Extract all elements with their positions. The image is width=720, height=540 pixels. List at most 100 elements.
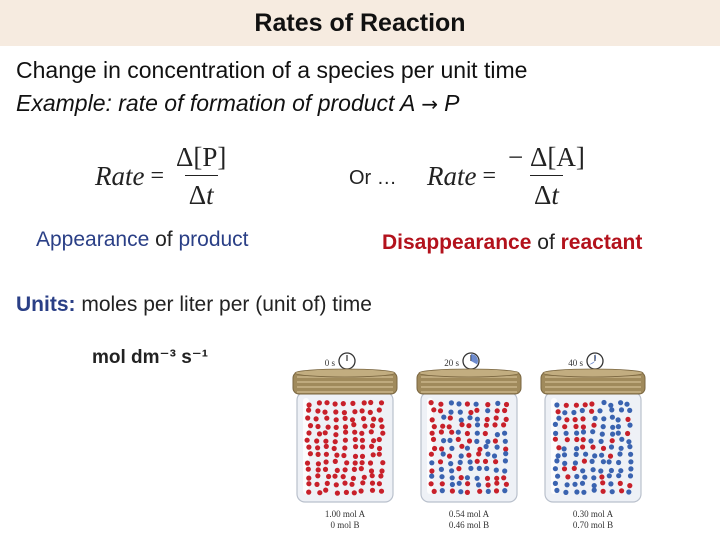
particle-a <box>306 402 312 408</box>
title-bar: Rates of Reaction <box>0 0 720 46</box>
particle-b <box>626 439 632 445</box>
particle-b <box>494 432 500 438</box>
particle-b <box>624 401 630 407</box>
example-reactant: A <box>399 90 416 116</box>
particle-a <box>332 458 338 464</box>
particle-a <box>580 416 586 422</box>
particle-a <box>600 488 606 494</box>
particle-b <box>606 459 612 465</box>
particle-a <box>341 452 347 459</box>
jar-time-label: 40 s <box>568 358 583 368</box>
particle-a <box>590 444 596 450</box>
particle-a <box>325 424 331 430</box>
particle-b <box>590 429 596 435</box>
particle-b <box>467 415 473 421</box>
formula-lhs: Rate <box>95 161 145 191</box>
particle-b <box>609 407 615 413</box>
units-label: Units: <box>16 293 76 316</box>
particle-a <box>333 417 339 423</box>
particle-a <box>564 437 570 443</box>
formula-denominator: Δt <box>530 175 563 211</box>
formula-denominator: Δt <box>184 175 218 211</box>
particle-b <box>552 480 558 486</box>
particle-a <box>582 402 588 408</box>
particle-a <box>447 415 453 421</box>
particle-b <box>458 453 464 459</box>
disappearance-label: Disappearance of reactant <box>382 231 643 254</box>
formula-numerator: − Δ[A] <box>508 142 585 172</box>
particle-a <box>324 400 330 406</box>
particle-a <box>351 490 357 496</box>
particle-a <box>368 429 374 435</box>
particle-a <box>359 437 365 443</box>
particle-b <box>502 430 508 436</box>
particle-a <box>458 475 464 481</box>
particle-a <box>609 438 615 444</box>
or-text: Or … <box>349 167 397 189</box>
particle-a <box>439 446 445 452</box>
particle-a <box>323 459 329 465</box>
particle-b <box>627 422 633 428</box>
particle-b <box>449 445 455 451</box>
formula-equals: = <box>482 163 497 189</box>
particle-b <box>429 473 435 479</box>
particle-a <box>561 466 568 472</box>
formula-equals: = <box>150 163 165 189</box>
particle-a <box>322 466 329 472</box>
particle-a <box>359 453 366 459</box>
particle-a <box>438 429 444 435</box>
particle-b <box>455 429 461 435</box>
particle-a <box>349 417 356 423</box>
particle-b <box>563 430 569 436</box>
particle-a <box>501 475 507 481</box>
particle-b <box>448 461 454 467</box>
particle-a <box>430 436 437 442</box>
particle-a <box>378 400 385 406</box>
particle-b <box>628 466 634 472</box>
particle-a <box>428 451 434 457</box>
particle-a <box>556 445 562 451</box>
particle-a <box>361 474 367 480</box>
particle-a <box>340 401 346 407</box>
jar-mol-b-label: 0 mol B <box>330 520 359 530</box>
particle-b <box>599 431 605 437</box>
particle-b <box>608 444 615 450</box>
particle-a <box>600 445 607 451</box>
particle-a <box>580 437 586 443</box>
formula-lhs: Rate <box>427 161 477 191</box>
particle-a <box>305 415 311 421</box>
particle-a <box>315 451 321 457</box>
particle-b <box>597 408 603 414</box>
particle-b <box>592 453 598 459</box>
particle-a <box>340 474 346 480</box>
particle-a <box>552 436 558 442</box>
particle-a <box>369 487 376 493</box>
particle-b <box>563 489 569 495</box>
particle-b <box>468 465 474 471</box>
particle-b <box>572 460 578 466</box>
particle-b <box>491 453 498 459</box>
particle-a <box>367 409 373 415</box>
particle-b <box>600 459 606 465</box>
particle-a <box>376 445 383 452</box>
particle-a <box>466 423 472 429</box>
particle-a <box>378 417 384 423</box>
particle-b <box>590 467 596 473</box>
particle-a <box>316 400 322 406</box>
particle-a <box>343 429 349 435</box>
particle-a <box>342 415 348 421</box>
particle-b <box>581 489 587 495</box>
particle-a <box>333 409 339 415</box>
particle-b <box>583 451 589 457</box>
particle-a <box>503 481 509 487</box>
particle-a <box>428 481 434 487</box>
particle-a <box>455 436 461 442</box>
particle-a <box>474 458 480 464</box>
particle-b <box>598 438 604 444</box>
particle-b <box>483 443 489 450</box>
particle-b <box>495 400 501 406</box>
particle-b <box>574 489 580 495</box>
particle-a <box>563 402 569 408</box>
particle-a <box>352 429 358 435</box>
particle-b <box>617 451 623 457</box>
